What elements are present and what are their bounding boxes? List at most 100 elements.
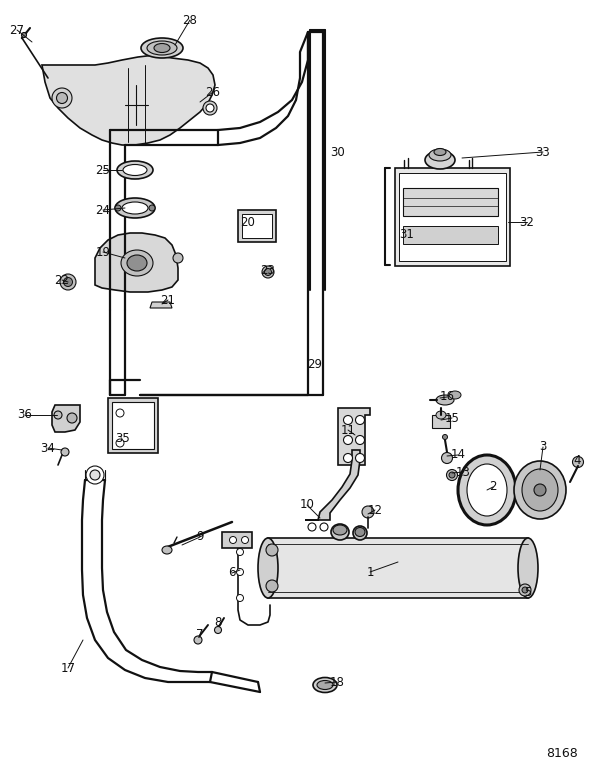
Ellipse shape [317, 680, 333, 689]
Ellipse shape [362, 506, 374, 518]
Ellipse shape [355, 415, 365, 425]
Polygon shape [432, 415, 450, 428]
Text: 11: 11 [341, 424, 355, 436]
Text: 2: 2 [489, 480, 497, 493]
Ellipse shape [236, 568, 244, 575]
Text: 31: 31 [400, 229, 415, 242]
Ellipse shape [116, 409, 124, 417]
Bar [268, 538, 528, 598]
Bar [108, 398, 158, 453]
Ellipse shape [522, 469, 558, 511]
Bar [242, 214, 272, 238]
Text: 1: 1 [366, 566, 374, 578]
Polygon shape [338, 408, 370, 465]
Ellipse shape [449, 472, 455, 478]
Ellipse shape [343, 435, 353, 445]
Ellipse shape [262, 266, 274, 278]
Ellipse shape [22, 32, 26, 38]
Ellipse shape [434, 148, 446, 155]
Text: 18: 18 [329, 676, 344, 689]
Ellipse shape [52, 88, 72, 108]
Ellipse shape [236, 594, 244, 601]
Ellipse shape [229, 537, 236, 543]
Ellipse shape [436, 395, 454, 405]
Ellipse shape [123, 164, 147, 175]
Text: 35: 35 [116, 432, 130, 445]
Text: 22: 22 [55, 273, 70, 286]
Ellipse shape [308, 523, 316, 531]
Text: 36: 36 [17, 408, 32, 422]
Ellipse shape [467, 464, 507, 516]
Ellipse shape [442, 452, 452, 463]
Ellipse shape [355, 453, 365, 462]
Text: 4: 4 [573, 453, 581, 466]
Text: 19: 19 [95, 245, 110, 259]
Ellipse shape [355, 435, 365, 445]
Ellipse shape [61, 448, 69, 456]
Polygon shape [95, 233, 178, 292]
Ellipse shape [333, 525, 347, 535]
Ellipse shape [320, 523, 328, 531]
Text: 17: 17 [61, 662, 76, 675]
Ellipse shape [266, 544, 278, 556]
Bar [238, 210, 276, 242]
Ellipse shape [236, 548, 244, 556]
Ellipse shape [355, 527, 365, 537]
Ellipse shape [154, 43, 170, 52]
Text: 8168: 8168 [546, 747, 578, 760]
Ellipse shape [443, 435, 448, 439]
Text: 28: 28 [182, 13, 197, 26]
Ellipse shape [149, 205, 155, 211]
Ellipse shape [343, 415, 353, 425]
Ellipse shape [425, 151, 455, 169]
Ellipse shape [203, 101, 217, 115]
Text: 8: 8 [214, 615, 221, 628]
Ellipse shape [127, 255, 147, 271]
Text: 10: 10 [299, 499, 314, 512]
Ellipse shape [215, 627, 221, 634]
Ellipse shape [64, 277, 73, 286]
Ellipse shape [313, 678, 337, 692]
Ellipse shape [116, 439, 124, 447]
Polygon shape [42, 55, 215, 145]
Text: 7: 7 [196, 628, 204, 642]
Polygon shape [305, 450, 360, 520]
Ellipse shape [194, 636, 202, 644]
Text: 26: 26 [205, 86, 221, 99]
Text: 30: 30 [331, 145, 346, 158]
Ellipse shape [115, 205, 121, 211]
Ellipse shape [534, 484, 546, 496]
Ellipse shape [122, 202, 148, 214]
Bar [222, 532, 252, 548]
Ellipse shape [266, 580, 278, 592]
Ellipse shape [258, 538, 278, 598]
Polygon shape [150, 302, 172, 308]
Text: 5: 5 [524, 587, 532, 600]
Text: 14: 14 [451, 449, 466, 462]
Text: 21: 21 [161, 293, 176, 306]
Text: 6: 6 [228, 567, 236, 580]
Text: 24: 24 [95, 204, 110, 216]
Ellipse shape [519, 584, 531, 596]
Ellipse shape [353, 526, 367, 540]
Ellipse shape [458, 455, 516, 525]
Ellipse shape [572, 456, 583, 468]
Polygon shape [52, 405, 80, 432]
Ellipse shape [56, 93, 67, 103]
Ellipse shape [436, 411, 446, 419]
Ellipse shape [265, 269, 271, 276]
Text: 9: 9 [196, 530, 204, 543]
Ellipse shape [67, 413, 77, 423]
Ellipse shape [331, 524, 349, 540]
Text: 12: 12 [367, 503, 383, 516]
Text: 25: 25 [95, 164, 110, 177]
Ellipse shape [514, 461, 566, 519]
Ellipse shape [141, 38, 183, 58]
Text: 15: 15 [445, 411, 460, 425]
Ellipse shape [115, 198, 155, 218]
Ellipse shape [241, 537, 248, 543]
Ellipse shape [54, 411, 62, 419]
Ellipse shape [162, 546, 172, 554]
Bar [403, 188, 498, 216]
Ellipse shape [449, 391, 461, 399]
